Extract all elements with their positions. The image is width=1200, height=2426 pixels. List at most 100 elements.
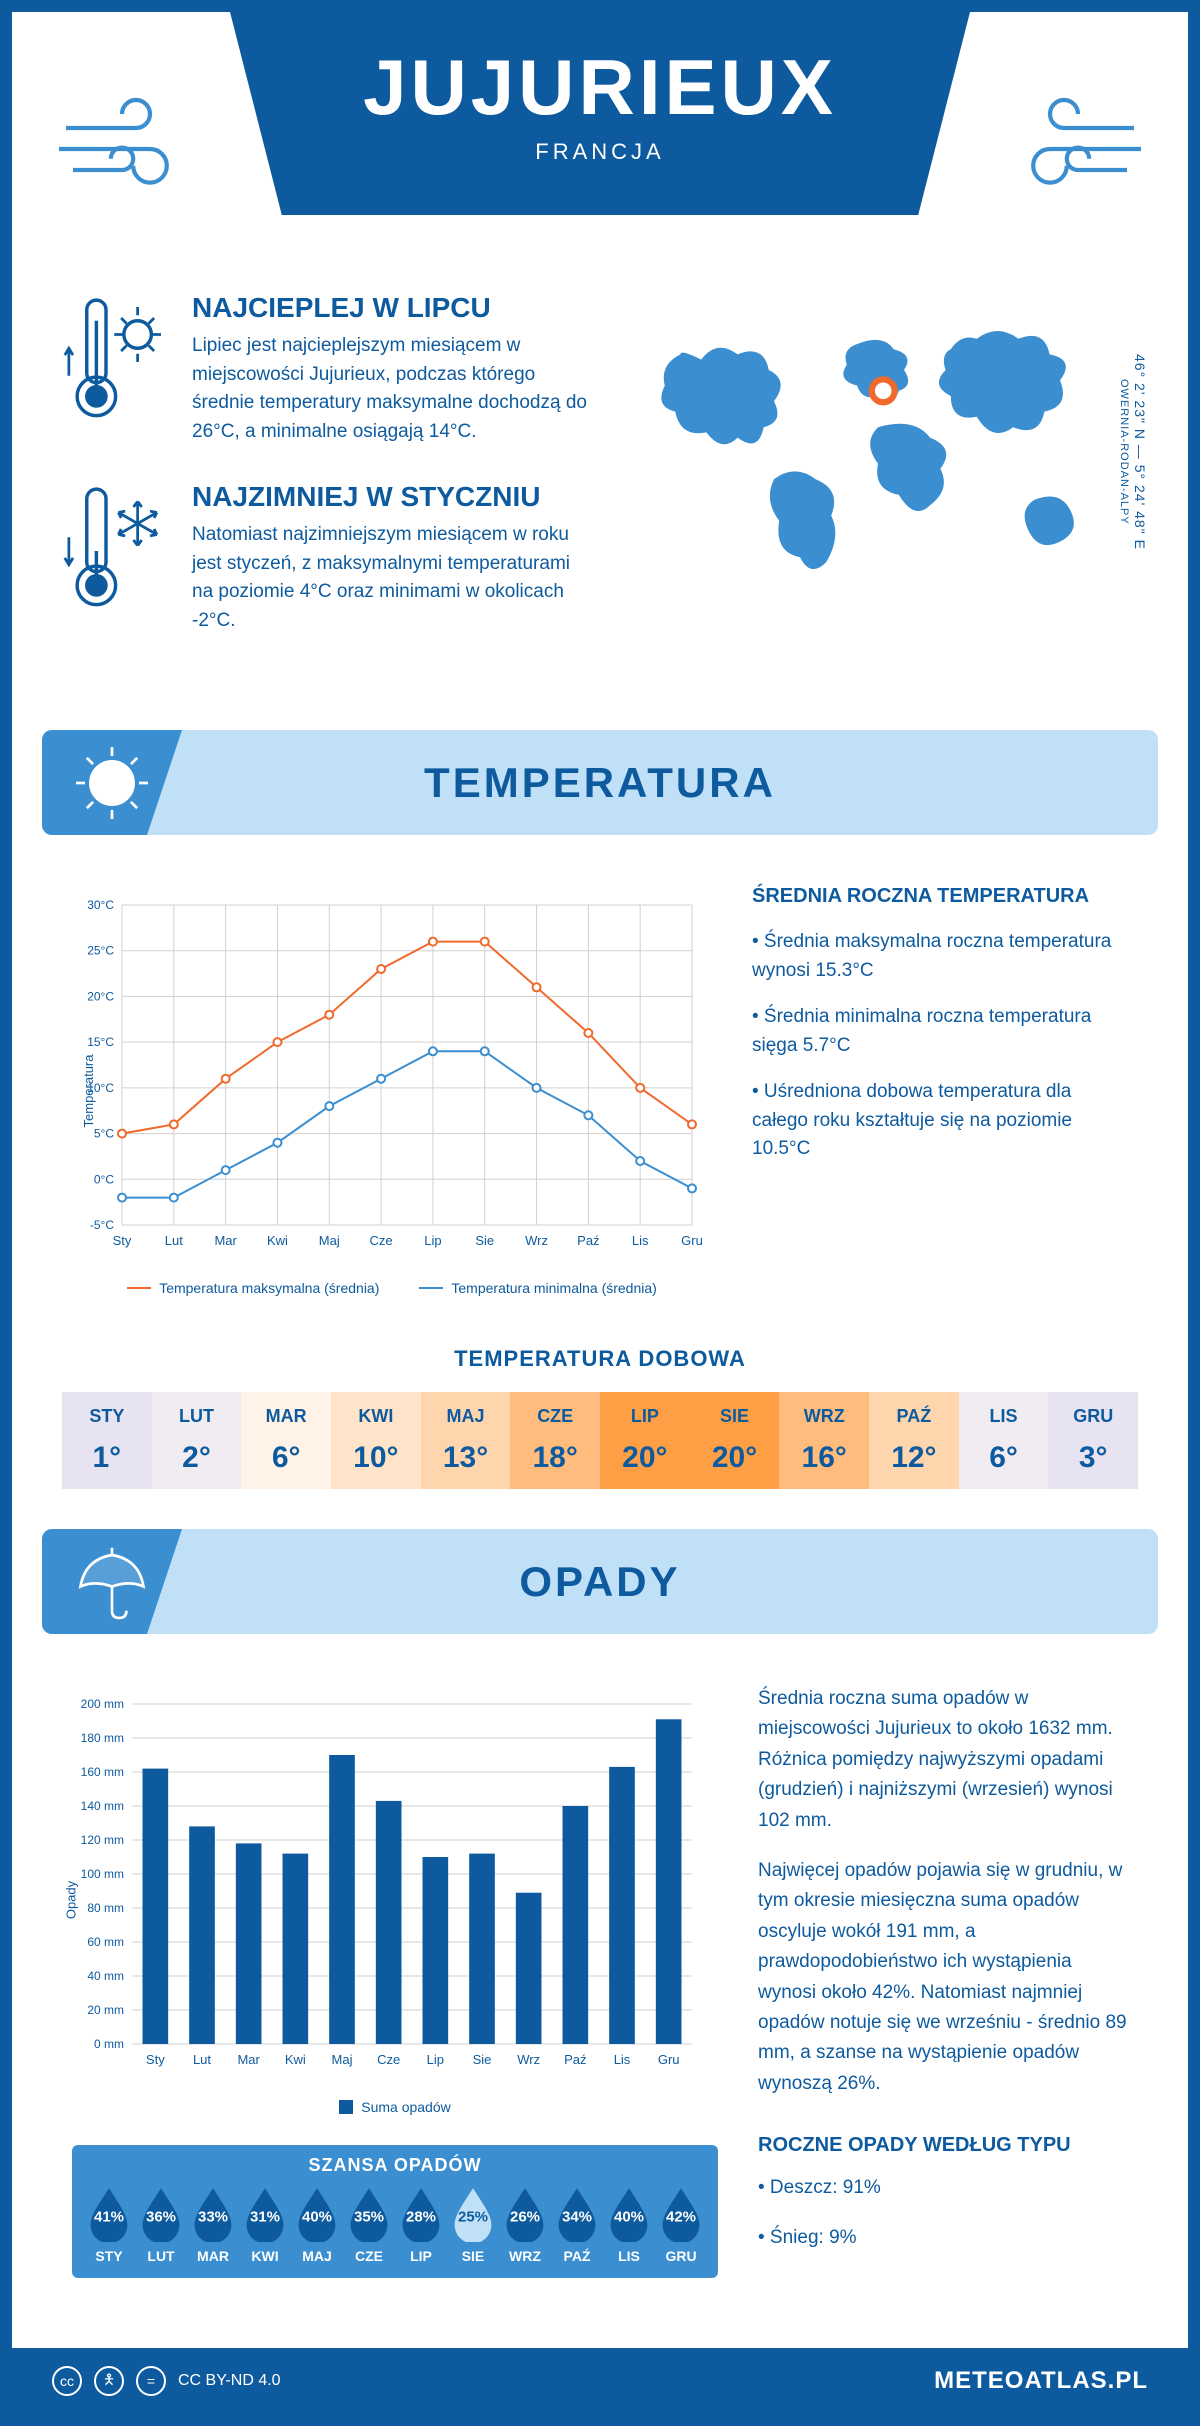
svg-text:Kwi: Kwi [285,2052,306,2067]
page-subtitle: FRANCJA [250,139,950,165]
svg-text:20°C: 20°C [87,989,114,1003]
svg-text:Mar: Mar [214,1233,237,1248]
svg-text:Paź: Paź [577,1233,599,1248]
svg-text:Kwi: Kwi [267,1233,288,1248]
svg-text:Paź: Paź [564,2052,586,2067]
umbrella-icon [42,1529,182,1634]
chance-cell: 42% GRU [658,2186,704,2264]
svg-text:Gru: Gru [658,2052,680,2067]
sun-icon [42,730,182,835]
chance-cell: 33% MAR [190,2186,236,2264]
header: JUJURIEUX FRANCJA [12,12,1188,272]
world-map: 46° 2' 23" N — 5° 24' 48" E OWERNIA-RODA… [618,292,1138,670]
daily-temp-cell: LIP20° [600,1392,690,1489]
cold-title: NAJZIMNIEJ W STYCZNIU [192,481,588,513]
header-banner: JUJURIEUX FRANCJA [230,12,970,215]
chance-cell: 31% KWI [242,2186,288,2264]
svg-text:Wrz: Wrz [517,2052,540,2067]
wind-deco-icon [1008,72,1148,212]
chance-cell: 35% CZE [346,2186,392,2264]
svg-text:30°C: 30°C [87,898,114,912]
precip-bar-chart: Opady 0 mm20 mm40 mm60 mm80 mm100 mm120 … [72,1684,718,2115]
svg-text:Lut: Lut [193,2052,211,2067]
svg-text:Maj: Maj [319,1233,340,1248]
legend-max: Temperatura maksymalna (średnia) [127,1280,379,1296]
chance-cell: 26% WRZ [502,2186,548,2264]
hot-block: NAJCIEPLEJ W LIPCU Lipiec jest najcieple… [62,292,588,451]
hot-title: NAJCIEPLEJ W LIPCU [192,292,588,324]
by-icon: 🯅 [94,2366,124,2396]
svg-text:Cze: Cze [377,2052,400,2067]
page-title: JUJURIEUX [250,42,950,133]
cc-icon: cc [52,2366,82,2396]
daily-temp-cell: GRU3° [1048,1392,1138,1489]
cold-block: NAJZIMNIEJ W STYCZNIU Natomiast najzimni… [62,481,588,640]
svg-text:Cze: Cze [370,1233,393,1248]
chance-cell: 41% STY [86,2186,132,2264]
temperature-line-chart: Temperatura -5°C0°C5°C10°C15°C20°C25°C30… [72,885,712,1296]
svg-text:Maj: Maj [332,2052,353,2067]
chance-cell: 40% LIS [606,2186,652,2264]
svg-text:Gru: Gru [681,1233,703,1248]
svg-text:100 mm: 100 mm [81,1867,124,1881]
svg-text:180 mm: 180 mm [81,1731,124,1745]
svg-text:Mar: Mar [237,2052,260,2067]
daily-temp-table: STY1°LUT2°MAR6°KWI10°MAJ13°CZE18°LIP20°S… [62,1392,1138,1489]
chance-cell: 36% LUT [138,2186,184,2264]
svg-text:25°C: 25°C [87,944,114,958]
section-title: OPADY [182,1558,1158,1606]
footer: cc 🯅 = CC BY-ND 4.0 METEOATLAS.PL [12,2348,1188,2414]
chance-cell: 34% PAŹ [554,2186,600,2264]
svg-text:40 mm: 40 mm [87,1969,124,1983]
temperature-summary: ŚREDNIA ROCZNA TEMPERATURA • Średnia mak… [752,885,1128,1296]
svg-text:0°C: 0°C [94,1172,114,1186]
daily-temp-cell: SIE20° [690,1392,780,1489]
svg-text:200 mm: 200 mm [81,1697,124,1711]
svg-text:15°C: 15°C [87,1035,114,1049]
thermometer-hot-icon [62,292,172,451]
chance-cell: 25% SIE [450,2186,496,2264]
temperature-section-header: TEMPERATURA [42,730,1158,835]
precip-summary: Średnia roczna suma opadów w miejscowośc… [758,1684,1128,2278]
daily-temp-cell: CZE18° [510,1392,600,1489]
daily-temp-cell: STY1° [62,1392,152,1489]
svg-text:20 mm: 20 mm [87,2003,124,2017]
daily-temp-cell: MAJ13° [421,1392,511,1489]
nd-icon: = [136,2366,166,2396]
svg-text:0 mm: 0 mm [94,2037,124,2051]
chance-cell: 28% LIP [398,2186,444,2264]
license-text: CC BY-ND 4.0 [178,2372,281,2390]
legend-precip: Suma opadów [339,2099,451,2115]
daily-temp-cell: PAŹ12° [869,1392,959,1489]
svg-text:Wrz: Wrz [525,1233,548,1248]
precip-section-header: OPADY [42,1529,1158,1634]
daily-temp-cell: MAR6° [241,1392,331,1489]
section-title: TEMPERATURA [182,759,1158,807]
daily-temp-cell: LIS6° [959,1392,1049,1489]
daily-temp-cell: KWI10° [331,1392,421,1489]
legend-min: Temperatura minimalna (średnia) [419,1280,656,1296]
svg-text:Lip: Lip [424,1233,441,1248]
intro-section: NAJCIEPLEJ W LIPCU Lipiec jest najcieple… [12,272,1188,710]
svg-text:140 mm: 140 mm [81,1799,124,1813]
cold-text: Natomiast najzimniejszym miesiącem w rok… [192,521,588,635]
svg-text:-5°C: -5°C [90,1218,114,1232]
svg-text:80 mm: 80 mm [87,1901,124,1915]
svg-text:Sty: Sty [146,2052,165,2067]
infographic-container: JUJURIEUX FRANCJA NAJCIEPLEJ W LIPCU Lip… [0,0,1200,2426]
svg-text:120 mm: 120 mm [81,1833,124,1847]
daily-temp-cell: LUT2° [152,1392,242,1489]
svg-text:Lip: Lip [427,2052,444,2067]
svg-text:Lis: Lis [614,2052,631,2067]
svg-text:Lut: Lut [165,1233,183,1248]
svg-text:160 mm: 160 mm [81,1765,124,1779]
svg-text:Sie: Sie [475,1233,494,1248]
svg-text:5°C: 5°C [94,1127,114,1141]
svg-text:60 mm: 60 mm [87,1935,124,1949]
site-name: METEOATLAS.PL [934,2367,1148,2395]
svg-text:Sty: Sty [113,1233,132,1248]
daily-temp-title: TEMPERATURA DOBOWA [12,1346,1188,1372]
svg-text:Sie: Sie [473,2052,492,2067]
thermometer-cold-icon [62,481,172,640]
hot-text: Lipiec jest najcieplejszym miesiącem w m… [192,332,588,446]
